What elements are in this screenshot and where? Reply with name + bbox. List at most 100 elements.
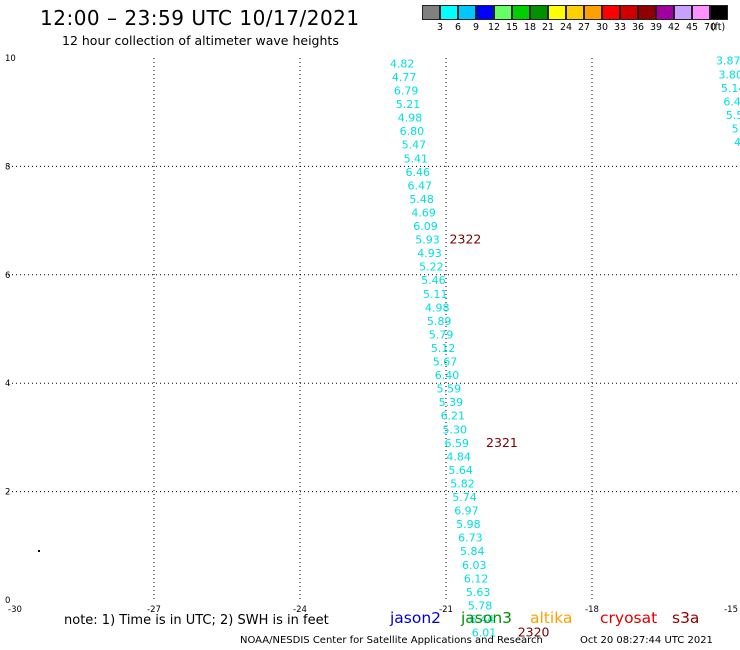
wave-height-label: 3.80 <box>718 68 740 81</box>
color-legend-label: 70 <box>703 22 717 33</box>
color-swatch <box>530 5 548 20</box>
wave-height-label: 5.74 <box>452 491 477 504</box>
cycle-number-label: 2321 <box>486 435 518 450</box>
color-legend-label: 18 <box>523 22 537 33</box>
wave-height-label: 4.77 <box>392 71 417 84</box>
color-swatch <box>674 5 692 20</box>
color-swatch <box>656 5 674 20</box>
x-tick-label: -24 <box>293 605 307 615</box>
wave-height-label: 6.44 <box>470 613 495 626</box>
wave-height-label: 6.73 <box>458 532 483 545</box>
cycle-number-label: 2320 <box>518 625 550 640</box>
wave-height-label: 4.98 <box>398 112 423 125</box>
stray-mark <box>38 550 40 552</box>
x-tick-label: -27 <box>147 605 161 615</box>
axis-tick-labels: -30 -27 -24 -21 -18 -15 0 2 4 6 8 10 <box>5 54 738 615</box>
wave-height-label: 6.45 <box>723 95 740 108</box>
wave-height-label: 5.47 <box>402 139 427 152</box>
footnote: note: 1) Time is in UTC; 2) SWH is in fe… <box>64 613 329 628</box>
color-legend-label: 39 <box>649 22 663 33</box>
color-legend-label: 30 <box>595 22 609 33</box>
wave-height-label: 5.39 <box>439 396 464 409</box>
color-swatch <box>692 5 710 20</box>
color-swatch <box>422 5 440 20</box>
y-tick-label: 0 <box>5 596 10 606</box>
altimeter-tracks: 4.824.776.795.214.986.805.475.416.466.47… <box>390 55 740 640</box>
wave-height-label: 6.03 <box>462 559 487 572</box>
wave-height-label: 4.82 <box>390 57 415 70</box>
wave-height-label: 6.12 <box>464 572 489 585</box>
color-swatch <box>458 5 476 20</box>
wave-height-label: 3.87 <box>716 55 740 68</box>
color-swatch <box>440 5 458 20</box>
wave-height-label: 5.41 <box>404 152 429 165</box>
chart-subtitle: 12 hour collection of altimeter wave hei… <box>62 33 339 48</box>
wave-height-label: 6.47 <box>407 179 432 192</box>
color-swatch <box>548 5 566 20</box>
credit-line: NOAA/NESDIS Center for Satellite Applica… <box>240 635 543 646</box>
x-tick-label: -30 <box>8 605 22 615</box>
color-swatch <box>566 5 584 20</box>
wave-height-label: 5.21 <box>396 98 421 111</box>
y-tick-label: 8 <box>5 162 10 172</box>
color-legend-label: 45 <box>685 22 699 33</box>
cycle-labels: 2322 2321 2320 <box>450 232 550 640</box>
x-tick-label: -15 <box>724 605 738 615</box>
color-legend-label: 6 <box>454 22 462 33</box>
color-legend-label: 33 <box>613 22 627 33</box>
color-swatch <box>638 5 656 20</box>
x-tick-label: -21 <box>439 605 453 615</box>
wave-height-label: 4.98 <box>425 301 450 314</box>
wave-height-label: 6.40 <box>435 369 460 382</box>
color-swatch <box>602 5 620 20</box>
color-swatch <box>494 5 512 20</box>
wave-height-label: 5.22 <box>419 261 444 274</box>
wave-height-label: 5.59 <box>437 383 462 396</box>
satellite-legend-cryosat: cryosat <box>600 609 658 627</box>
color-swatch <box>620 5 638 20</box>
wave-height-label: 5.46 <box>421 274 446 287</box>
color-legend-label: 27 <box>577 22 591 33</box>
color-legend-label: 3 <box>436 22 444 33</box>
wave-height-label: 6.01 <box>472 627 497 640</box>
wave-height-label: 5.78 <box>468 599 493 612</box>
wave-height-label: 5.48 <box>409 193 434 206</box>
y-tick-label: 6 <box>5 271 10 281</box>
wave-height-label: 6.80 <box>400 125 425 138</box>
wave-height-label: 6.79 <box>394 85 419 98</box>
wave-height-label: 5.79 <box>429 328 454 341</box>
altimeter-track: 4.824.776.795.214.986.805.475.416.466.47… <box>390 57 496 639</box>
wave-height-label: 4.93 <box>417 247 442 260</box>
wave-height-label: 5.59 <box>726 109 740 122</box>
color-legend-label: (ft) <box>710 22 726 33</box>
wave-height-label: 5.64 <box>448 464 473 477</box>
wave-height-label: 4.69 <box>411 206 436 219</box>
wave-height-label: 6.46 <box>406 166 431 179</box>
wave-height-label: 4.84 <box>446 450 471 463</box>
y-tick-label: 2 <box>5 488 10 498</box>
satellite-legend-jason2: jason2 <box>390 609 442 627</box>
cycle-number-label: 2322 <box>450 232 482 247</box>
wave-height-label: 6.09 <box>413 220 438 233</box>
wave-height-label: 5.11 <box>423 288 448 301</box>
wave-height-label: 5.82 <box>450 477 475 490</box>
color-legend-label: 9 <box>472 22 480 33</box>
wave-height-label: 6.97 <box>454 505 479 518</box>
color-legend-label: 24 <box>559 22 573 33</box>
satellite-legend-altika: altika <box>530 609 573 627</box>
wave-height-label: 5.14 <box>721 82 740 95</box>
color-swatch <box>710 5 728 20</box>
color-legend-label: 12 <box>487 22 501 33</box>
wave-height-label: 5.89 <box>427 315 452 328</box>
wave-height-label: 5.12 <box>431 342 456 355</box>
satellite-legend-jason3: jason3 <box>461 609 513 627</box>
grid-lines <box>8 58 738 600</box>
color-swatch <box>512 5 530 20</box>
wave-height-label: 5.67 <box>433 356 458 369</box>
color-legend-label: 15 <box>505 22 519 33</box>
wave-height-label: 5.93 <box>415 234 440 247</box>
color-swatch <box>584 5 602 20</box>
wave-height-label: 5.8 <box>732 122 740 135</box>
color-legend-label: 21 <box>541 22 555 33</box>
